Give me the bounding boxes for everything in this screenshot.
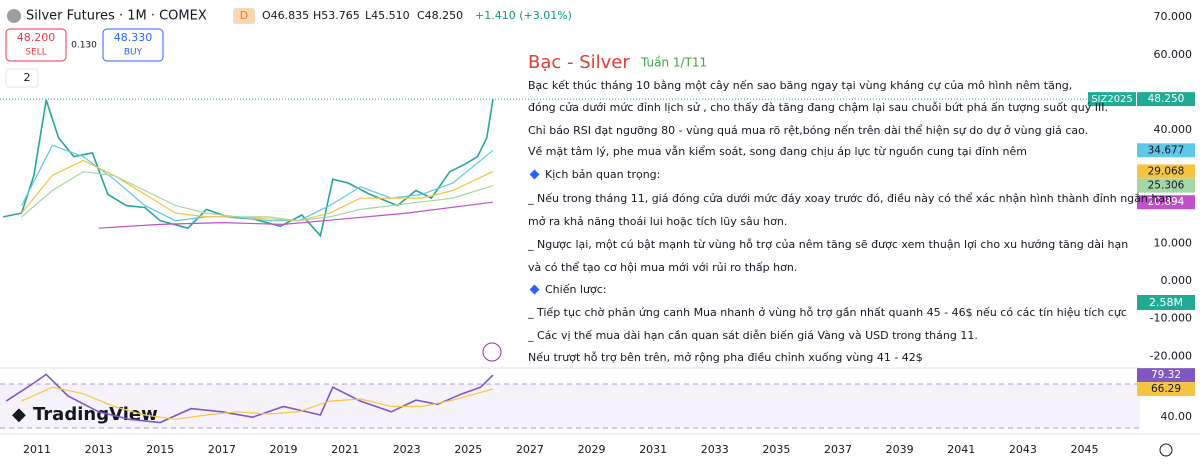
- price-badge-label: 66.29: [1151, 383, 1181, 395]
- price-badge: [1137, 382, 1195, 397]
- symbol-title[interactable]: Silver Futures · 1M · COMEX: [26, 9, 207, 24]
- price-badge-label: 34.677: [1148, 144, 1185, 156]
- annotation-line: và có thể tạo cơ hội mua mới với rủi ro …: [528, 261, 797, 274]
- x-tick-label: 2035: [762, 443, 790, 456]
- buy-label: BUY: [124, 48, 143, 58]
- price-badge-label: 20.894: [1148, 196, 1185, 208]
- x-tick-label: 2023: [393, 443, 421, 456]
- x-tick-label: 2041: [947, 443, 975, 456]
- y-tick-label: 10.000: [1154, 236, 1193, 249]
- price-badge: [1137, 178, 1195, 193]
- x-tick-label: 2037: [824, 443, 852, 456]
- x-tick-label: 2017: [208, 443, 236, 456]
- annotation-title: Bạc - Silver: [528, 52, 630, 73]
- price-badge-label: 79.32: [1151, 369, 1181, 381]
- annotation-line: _ Nếu trong tháng 11, giá đóng cửa dưới …: [527, 192, 1172, 205]
- x-tick-label: 2043: [1009, 443, 1037, 456]
- symbol-icon: [7, 9, 21, 23]
- annotation-line: Bạc kết thúc tháng 10 bằng một cây nến s…: [528, 79, 1072, 92]
- sell-label: SELL: [25, 48, 46, 58]
- y-tick-label: 60.000: [1154, 48, 1193, 61]
- price-badge: [1137, 92, 1195, 107]
- y-tick-label: 40.00: [1161, 410, 1193, 423]
- x-tick-label: 2045: [1071, 443, 1099, 456]
- y-tick-label: 40.000: [1154, 123, 1193, 136]
- series-line: [21, 171, 494, 222]
- annotation-line: Chiến lược:: [545, 283, 606, 296]
- y-tick-label: 70.000: [1154, 10, 1193, 23]
- x-tick-label: 2011: [23, 443, 51, 456]
- x-tick-label: 2013: [85, 443, 113, 456]
- annotation-line: đóng cửa dưới mức đỉnh lịch sử , cho thấ…: [528, 101, 1108, 114]
- settings-icon[interactable]: [1159, 443, 1173, 457]
- x-tick-label: 2039: [886, 443, 914, 456]
- symbol-tag-bg: [1088, 92, 1136, 107]
- series-line: [21, 159, 494, 222]
- annotation-line: Kịch bản quan trọng:: [545, 168, 660, 181]
- annotation-line: _ Ngược lại, một cú bật mạnh từ vùng hỗ …: [527, 238, 1128, 251]
- annotation-line: _ Tiếp tục chờ phản ứng canh Mua nhanh ở…: [527, 306, 1127, 319]
- annotation-line: Nếu trượt hỗ trợ bên trên, mở rộng pha đ…: [528, 351, 923, 364]
- x-tick-label: 2021: [331, 443, 359, 456]
- interval-text: D: [240, 9, 248, 22]
- series-line: [98, 201, 494, 229]
- x-tick-label: 2027: [516, 443, 544, 456]
- price-badge-label: 25.306: [1148, 180, 1185, 192]
- collapse-button[interactable]: [5, 68, 39, 88]
- y-tick-label: -20.000: [1150, 349, 1192, 362]
- series-line: [21, 386, 494, 420]
- ohlc-low: L45.510: [365, 9, 410, 22]
- collapse-count: 2: [24, 71, 31, 84]
- buy-price: 48.330: [114, 31, 153, 44]
- interval-badge: [233, 8, 255, 24]
- x-tick-label: 2031: [639, 443, 667, 456]
- price-badge: [1137, 195, 1195, 210]
- bullet: [529, 284, 540, 295]
- logo: TradingView: [33, 404, 158, 425]
- x-tick-label: 2025: [454, 443, 482, 456]
- buy-button[interactable]: [102, 28, 164, 62]
- ohlc-change: +1.410 (+3.01%): [475, 9, 572, 22]
- x-tick-label: 2019: [269, 443, 297, 456]
- price-badge: [1137, 164, 1195, 179]
- ohlc-open: O46.835: [262, 9, 309, 22]
- ohlc-close: C48.250: [417, 9, 463, 22]
- volume-label: 2.58M: [1149, 296, 1183, 309]
- x-tick-label: 2033: [701, 443, 729, 456]
- y-tick-label: -10.000: [1150, 312, 1192, 325]
- price-badge-label: 48.250: [1148, 93, 1185, 105]
- annotation-line: mở ra khả năng thoái lui hoặc tích lũy s…: [528, 215, 787, 228]
- bullet: [529, 169, 540, 180]
- event-icon[interactable]: [482, 342, 502, 362]
- price-badge: [1137, 368, 1195, 383]
- x-tick-label: 2015: [146, 443, 174, 456]
- sell-price: 48.200: [17, 31, 56, 44]
- annotation-subtitle: Tuần 1/T11: [640, 56, 707, 70]
- annotation-line: Về mặt tâm lý, phe mua vẫn kiểm soát, so…: [528, 145, 1027, 158]
- price-badge: [1137, 143, 1195, 158]
- x-tick-label: 2029: [578, 443, 606, 456]
- annotation-line: _ Các vị thế mua dài hạn cần quan sát di…: [527, 329, 978, 342]
- y-tick-label: 0.000: [1161, 274, 1193, 287]
- rsi-band: [0, 384, 1140, 428]
- logo-mark: ◆: [12, 404, 26, 425]
- spread: 0.130: [71, 41, 97, 51]
- price-badge-label: 29.068: [1148, 165, 1185, 177]
- annotation-line: Chỉ báo RSI đạt ngưỡng 80 - vùng quá mua…: [528, 124, 1088, 137]
- symbol-tag: SIZ2025: [1091, 94, 1133, 105]
- volume-badge: [1137, 295, 1195, 310]
- ohlc-high: H53.765: [313, 9, 360, 22]
- sell-button[interactable]: [5, 28, 67, 62]
